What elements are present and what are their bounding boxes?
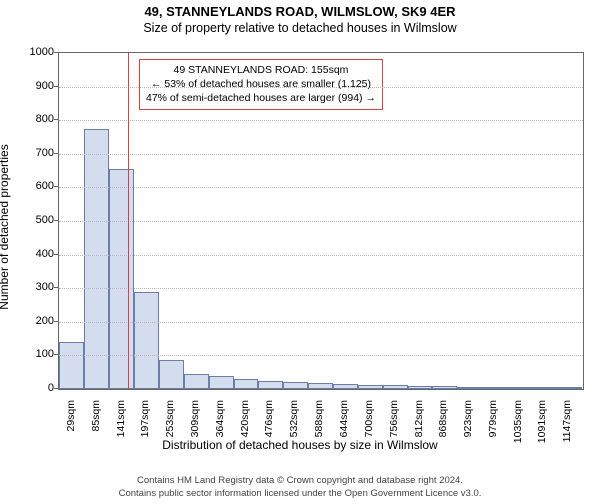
y-tick-label: 600 [14,180,54,192]
y-tick-mark [54,186,58,187]
y-tick-label: 400 [14,248,54,260]
gridline-h [59,87,583,88]
footer-line2: Contains public sector information licen… [0,488,600,500]
histogram-bar [457,387,482,389]
x-tick-label: 923sqm [462,400,474,450]
annotation-line1: 49 STANNEYLANDS ROAD: 155sqm [146,63,376,77]
x-tick-label: 29sqm [65,400,77,450]
annotation-line2: ← 53% of detached houses are smaller (1,… [146,77,376,91]
histogram-bar [159,360,184,389]
y-tick-mark [54,388,58,389]
gridline-h [59,154,583,155]
x-tick-label: 1091sqm [536,400,548,450]
y-tick-mark [54,220,58,221]
chart-title: 49, STANNEYLANDS ROAD, WILMSLOW, SK9 4ER [0,4,600,19]
gridline-h [59,255,583,256]
x-tick-label: 1035sqm [512,400,524,450]
x-tick-label: 364sqm [214,400,226,450]
histogram-bar [383,385,408,389]
footer-line1: Contains HM Land Registry data © Crown c… [0,475,600,487]
histogram-bar [59,342,84,389]
chart-container: Number of detached properties 49 STANNEY… [0,44,600,444]
histogram-bar [507,387,532,389]
gridline-h [59,221,583,222]
footer-attribution: Contains HM Land Registry data © Crown c… [0,475,600,500]
x-tick-label: 756sqm [388,400,400,450]
gridline-h [59,187,583,188]
histogram-bar [234,379,259,389]
x-tick-label: 85sqm [90,400,102,450]
histogram-bar [482,387,507,389]
histogram-bar [258,381,283,389]
y-tick-label: 300 [14,281,54,293]
x-tick-label: 868sqm [437,400,449,450]
histogram-bar [308,383,333,389]
annotation-line3: 47% of semi-detached houses are larger (… [146,91,376,105]
x-tick-label: 812sqm [413,400,425,450]
y-tick-label: 900 [14,80,54,92]
y-tick-mark [54,354,58,355]
histogram-bar [532,387,557,389]
x-tick-label: 700sqm [363,400,375,450]
y-tick-mark [54,153,58,154]
x-tick-label: 253sqm [164,400,176,450]
y-tick-label: 700 [14,147,54,159]
histogram-bar [432,386,457,389]
y-tick-label: 100 [14,348,54,360]
histogram-bar [333,384,358,389]
histogram-bar [134,292,159,389]
y-tick-label: 500 [14,214,54,226]
y-tick-mark [54,321,58,322]
x-tick-label: 420sqm [239,400,251,450]
x-tick-label: 979sqm [487,400,499,450]
x-tick-label: 644sqm [338,400,350,450]
histogram-bar [184,374,209,389]
marker-line [128,53,129,389]
histogram-bar [84,129,109,389]
x-tick-label: 532sqm [288,400,300,450]
gridline-h [59,355,583,356]
y-tick-mark [54,287,58,288]
histogram-bar [209,376,234,389]
histogram-bar [283,382,308,389]
x-tick-label: 476sqm [263,400,275,450]
x-tick-label: 588sqm [313,400,325,450]
x-tick-label: 1147sqm [561,400,573,450]
x-tick-label: 197sqm [139,400,151,450]
y-tick-label: 800 [14,113,54,125]
y-tick-label: 200 [14,315,54,327]
y-tick-mark [54,86,58,87]
y-tick-mark [54,254,58,255]
gridline-h [59,120,583,121]
y-tick-label: 1000 [14,46,54,58]
y-tick-label: 0 [14,382,54,394]
marker-annotation: 49 STANNEYLANDS ROAD: 155sqm ← 53% of de… [139,59,383,110]
gridline-h [59,322,583,323]
plot-area: 49 STANNEYLANDS ROAD: 155sqm ← 53% of de… [58,52,584,390]
histogram-bar [557,387,582,389]
gridline-h [59,288,583,289]
histogram-bar [408,386,433,389]
x-tick-label: 309sqm [189,400,201,450]
chart-subtitle: Size of property relative to detached ho… [0,21,600,35]
x-tick-label: 141sqm [115,400,127,450]
histogram-bar [358,385,383,389]
y-tick-mark [54,119,58,120]
y-tick-mark [54,52,58,53]
